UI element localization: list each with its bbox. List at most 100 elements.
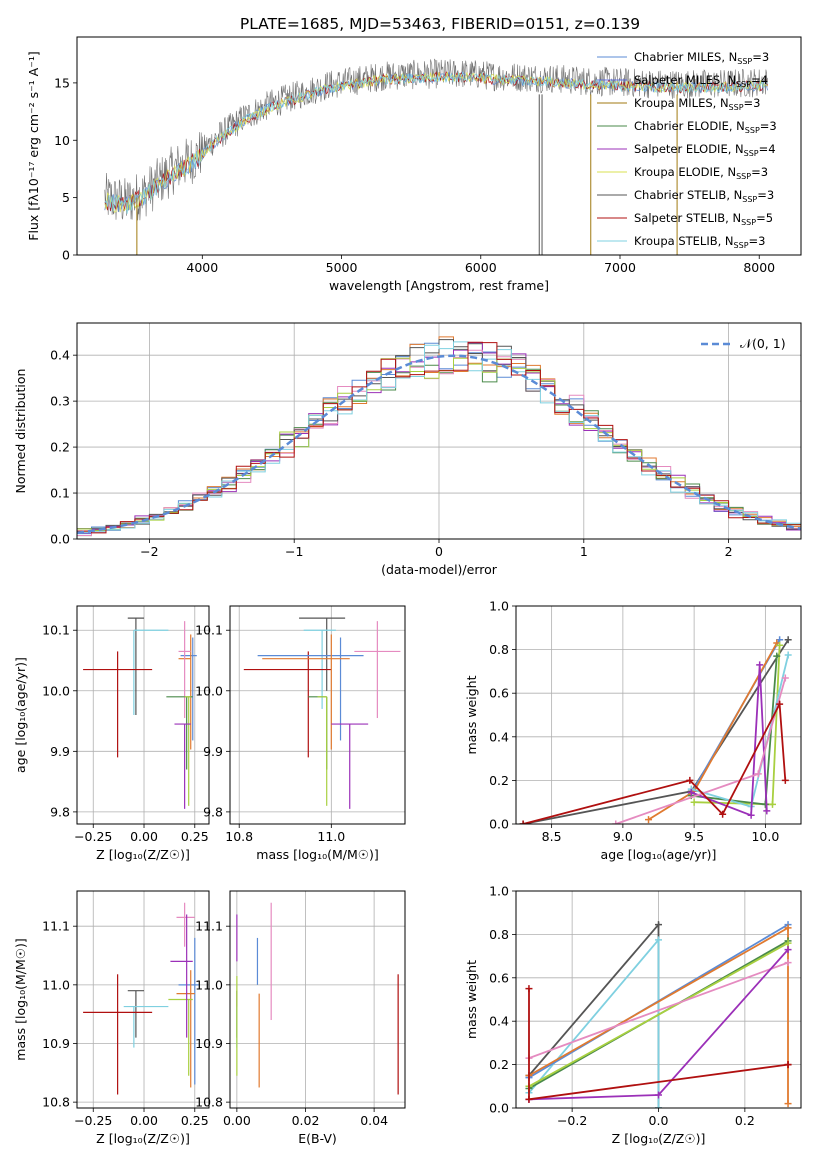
y-tick-label: 10.1	[195, 623, 223, 638]
weight-marker	[781, 674, 789, 682]
weight-marker	[769, 800, 776, 808]
x-tick-label: 5000	[326, 260, 358, 275]
weight-marker	[784, 946, 792, 954]
errorbar-point	[127, 990, 145, 1038]
y-tick-label: 0.2	[489, 1057, 509, 1072]
y-tick-label: 10.1	[42, 623, 70, 638]
legend-entry: Chabrier STELIB, NSSP=3	[634, 188, 774, 204]
chart-mass-vs-ebv: 0.00 0.02 0.04 10.8 10.9 11.0 11.1 E(B-V)	[195, 890, 406, 1146]
axes-frame	[76, 605, 210, 825]
y-tick-label: 11.0	[42, 977, 70, 992]
figure-title: PLATE=1685, MJD=53463, FIBERID=0151, z=0…	[240, 15, 640, 33]
plot-area	[516, 891, 801, 1108]
y-tick-label: 1.0	[489, 884, 509, 899]
axes-frame	[229, 605, 406, 825]
errorbar-point	[178, 937, 199, 1085]
x-axis-label: Z [log₁₀(Z/Z☉)]	[96, 1131, 190, 1146]
weight-marker	[719, 810, 727, 818]
y-tick-label: 10.8	[195, 1095, 223, 1110]
weight-marker	[612, 820, 620, 824]
x-axis-label: mass [log₁₀(M/M☉)]	[256, 847, 378, 862]
weight-marker	[655, 1104, 662, 1108]
axes-frame	[76, 36, 802, 256]
x-tick-label: 7000	[604, 260, 636, 275]
weight-marker	[747, 811, 755, 819]
errorbar-point	[308, 696, 328, 770]
weight-line	[528, 942, 789, 1088]
weight-line	[528, 961, 789, 1059]
plot-area	[77, 323, 801, 539]
legend: Chabrier MILES, NSSP=3 Salpeter MILES, NS…	[597, 50, 777, 250]
weight-marker	[784, 959, 792, 967]
x-tick-label: 0.00	[130, 829, 158, 844]
x-tick-label: −0.2	[557, 1113, 587, 1128]
errorbar-point	[123, 1005, 169, 1048]
y-tick-label: 0.4	[489, 729, 509, 744]
x-tick-label: −1	[285, 544, 303, 559]
y-axis-label: Normed distribution	[13, 369, 28, 494]
x-tick-label: 11.0	[317, 829, 345, 844]
y-tick-label: 0.0	[50, 532, 70, 547]
x-tick-label: 9.0	[613, 829, 633, 844]
x-tick-label: 1	[580, 544, 588, 559]
errorbar-point	[174, 723, 191, 809]
weight-marker	[776, 700, 784, 708]
errorbar-point	[184, 696, 191, 806]
y-tick-label: 0.6	[489, 686, 509, 701]
legend-entry: Salpeter ELODIE, NSSP=4	[634, 142, 776, 158]
weight-marker	[690, 798, 698, 806]
y-axis-label: age [log₁₀(age/yr)]	[13, 657, 28, 773]
errorbar-point	[176, 902, 195, 947]
y-tick-label: 9.9	[203, 744, 223, 759]
y-tick-label: 1.0	[489, 599, 509, 614]
legend-entry: Chabrier MILES, NSSP=3	[634, 50, 769, 66]
y-tick-label: 0.3	[50, 394, 70, 409]
y-tick-label: 0.2	[50, 440, 70, 455]
axes-frame	[515, 605, 802, 825]
y-axis-label: mass [log₁₀(M/M☉)]	[13, 938, 28, 1060]
errorbar-point	[243, 651, 332, 758]
y-tick-label: 10.9	[195, 1036, 223, 1051]
errorbar-point	[83, 974, 153, 1095]
chart-spectrum: 4000 5000 6000 7000 8000 0 5 10 15 wavelength [An…	[26, 36, 802, 293]
x-tick-label: 0.00	[130, 1113, 158, 1128]
x-tick-label: 2	[725, 544, 733, 559]
x-axis-label: Z [log₁₀(Z/Z☉)]	[612, 1131, 706, 1146]
weight-marker	[784, 1100, 792, 1108]
weight-marker	[756, 661, 764, 669]
errorbar-point	[168, 998, 193, 1076]
legend-entry: Salpeter STELIB, NSSP=5	[634, 211, 773, 227]
axes-frame	[515, 890, 802, 1109]
x-tick-label: 8000	[743, 260, 775, 275]
weight-marker	[761, 800, 769, 808]
plot-area	[77, 606, 209, 824]
x-tick-label: 0.2	[735, 1113, 755, 1128]
legend-entry: Salpeter MILES, NSSP=4	[634, 73, 768, 89]
y-tick-label: 0.0	[489, 817, 509, 832]
chart-weight-vs-Z: −0.2 0.0 0.2 0.0 0.2 0.4 0.6 0.8 1.0 Z [log₁₀(Z/Z…	[464, 884, 802, 1146]
errorbar-point	[83, 651, 153, 758]
y-tick-label: 9.8	[50, 804, 70, 819]
x-tick-label: 10.8	[225, 829, 253, 844]
y-tick-label: 0.4	[50, 348, 70, 363]
weight-line	[522, 639, 789, 824]
weight-marker	[655, 936, 662, 944]
weight-marker	[686, 776, 694, 784]
y-tick-label: 11.0	[195, 977, 223, 992]
x-tick-label: 0.04	[360, 1113, 388, 1128]
plot-area	[516, 606, 801, 824]
weight-marker	[519, 820, 527, 824]
y-tick-label: 0	[62, 248, 70, 263]
weight-marker	[781, 776, 789, 784]
y-tick-label: 11.1	[42, 919, 70, 934]
x-tick-label: −0.25	[74, 1113, 112, 1128]
legend-entry: Kroupa MILES, NSSP=3	[634, 96, 760, 112]
x-tick-label: 0.25	[181, 1113, 209, 1128]
x-tick-label: 0.25	[181, 829, 209, 844]
weight-marker	[784, 924, 792, 932]
spectrum-model	[104, 71, 768, 213]
weight-marker	[645, 816, 653, 824]
y-axis-label: mass weight	[464, 960, 479, 1039]
chart-mass-vs-Z: −0.25 0.00 0.25 10.8 10.9 11.0 11.1 Z [log₁₀(Z/…	[13, 890, 210, 1146]
y-tick-label: 10.8	[42, 1095, 70, 1110]
